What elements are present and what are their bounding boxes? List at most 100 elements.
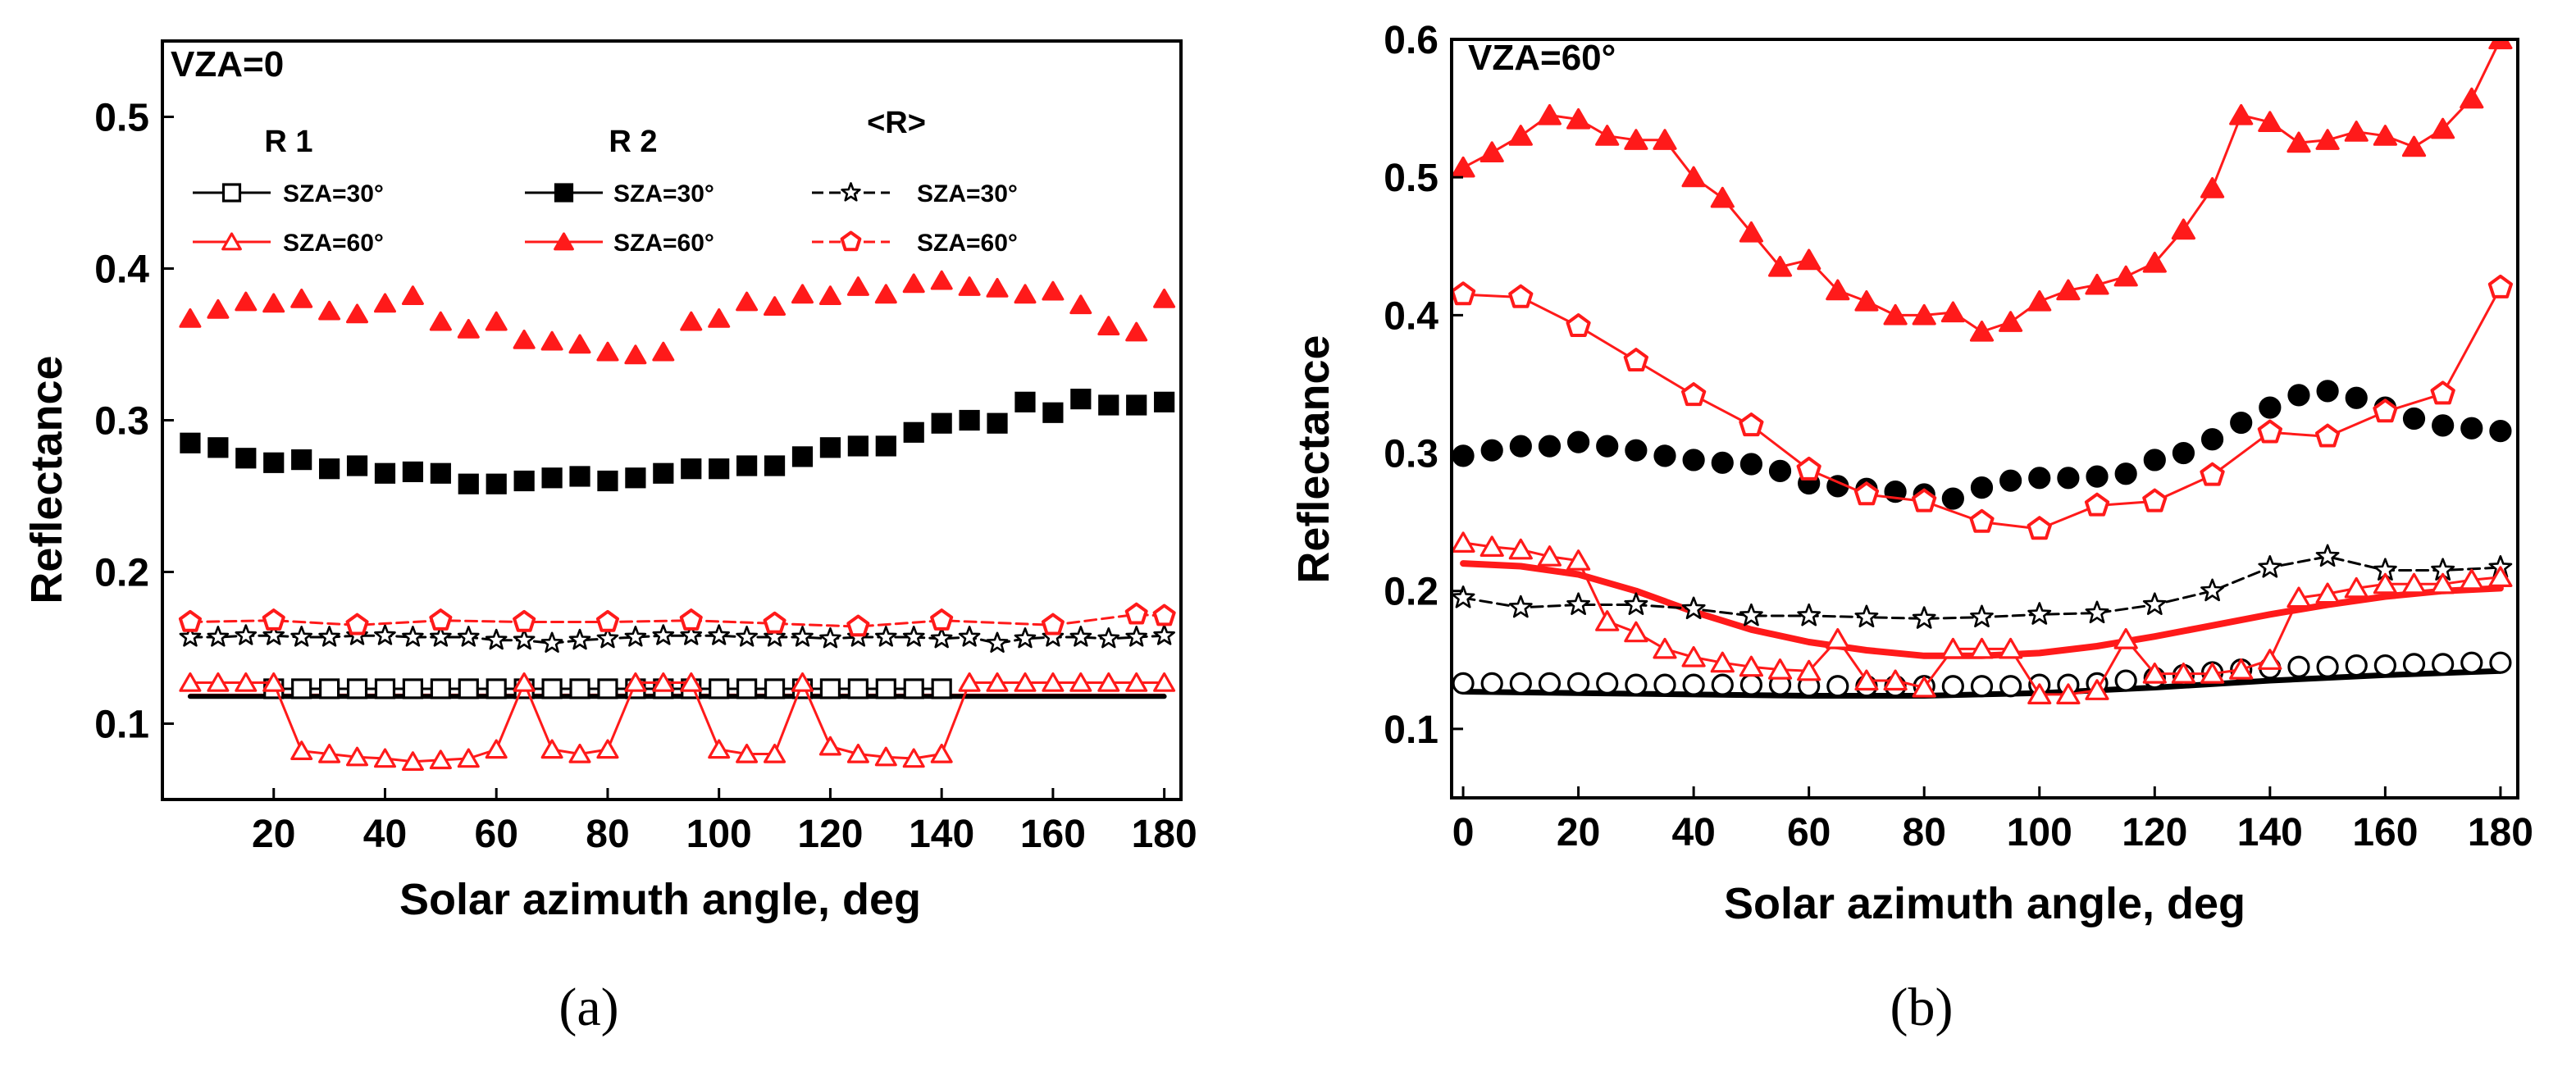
data-point [179, 672, 202, 692]
data-point [2489, 420, 2512, 443]
data-point [1566, 430, 1590, 453]
legend-label: SZA=60° [283, 230, 384, 257]
data-point [958, 672, 981, 692]
chart-a: 20 40 60 80 100 120 140 160 180 0.1 0.2 0.3 0.4 0.5 V… [22, 39, 1197, 1037]
data-point [485, 739, 508, 759]
data-point [1152, 604, 1176, 626]
data-point [1125, 321, 1148, 342]
data-point [595, 609, 619, 632]
data-point [624, 344, 647, 365]
data-point [1125, 672, 1148, 692]
data-point [262, 608, 285, 631]
data-point [1566, 592, 1590, 616]
data-point [902, 748, 925, 768]
data-point [819, 678, 841, 699]
data-point [652, 624, 675, 645]
y-tick-label: 0.5 [1384, 157, 1438, 200]
chart-a-ticks: 20 40 60 80 100 120 140 160 180 0.1 0.2 0.3 0.4 0.5 [94, 97, 1197, 857]
data-point [1480, 672, 1503, 695]
data-point [846, 614, 870, 637]
data-point [235, 672, 258, 692]
y-tick-label: 0.3 [1384, 433, 1438, 476]
chart-b-ticks: 0 20 40 60 80 100 120 140 160 180 0.1 0.2 0.3 0.4 0.5 0… [1384, 19, 2533, 854]
data-point [1452, 281, 1476, 306]
data-point [986, 631, 1009, 654]
x-tick-label: 60 [1787, 811, 1831, 854]
data-point [931, 412, 952, 434]
data-point [597, 678, 618, 699]
data-point [290, 740, 313, 761]
x-tick-label: 100 [686, 813, 752, 856]
data-point [318, 300, 341, 321]
data-point [2200, 578, 2224, 602]
data-point [1653, 637, 1677, 659]
data-point [875, 626, 897, 647]
data-point [2315, 129, 2340, 150]
legend-header: <R> [867, 106, 926, 140]
data-point [1826, 675, 1849, 698]
data-point [653, 462, 674, 484]
legend-entry: SZA=30° [525, 180, 714, 207]
data-point [457, 748, 480, 768]
data-point [1999, 637, 2023, 659]
legend-header: R 1 [264, 125, 312, 159]
data-point [1854, 604, 1879, 628]
data-point [2373, 654, 2396, 677]
data-point [2489, 651, 2512, 674]
data-point [430, 462, 451, 484]
data-point [180, 432, 201, 453]
data-point [958, 276, 981, 296]
data-point [485, 628, 508, 650]
data-point [931, 678, 952, 699]
data-point [1653, 444, 1676, 467]
x-tick-label: 0 [1452, 811, 1475, 854]
data-point [1768, 255, 1793, 277]
data-point [1538, 435, 1562, 458]
data-point [1624, 129, 1648, 150]
data-point [2114, 462, 2137, 485]
data-point [457, 626, 480, 647]
legend-header: R 2 [609, 125, 657, 159]
data-point [568, 334, 591, 354]
data-point [1739, 453, 1763, 476]
data-point [540, 739, 563, 759]
data-point [736, 626, 759, 647]
data-point [291, 678, 312, 699]
x-tick-label: 80 [1903, 811, 1946, 854]
data-point [2373, 572, 2397, 594]
data-point [2113, 627, 2138, 649]
series-sza-30-circles [1452, 651, 2512, 698]
data-point [2460, 568, 2484, 590]
data-point [486, 473, 507, 494]
x-tick-label: 100 [2007, 811, 2072, 854]
data-point [513, 470, 535, 492]
legend-entry: SZA=60° [812, 230, 1018, 257]
data-point [930, 270, 953, 290]
data-point [486, 678, 507, 699]
legend-label: SZA=30° [917, 180, 1018, 207]
data-point [763, 611, 786, 634]
data-point [1710, 186, 1735, 208]
data-point [986, 672, 1009, 692]
data-point [1768, 459, 1792, 483]
data-point [1682, 673, 1705, 696]
chart-a-xlabel: Solar azimuth angle, deg [399, 875, 921, 924]
data-point [541, 678, 563, 699]
chart-b-xlabel: Solar azimuth angle, deg [1724, 879, 2245, 928]
data-point [262, 293, 285, 313]
data-point [2460, 87, 2484, 109]
data-point [791, 672, 814, 692]
data-point [596, 739, 619, 759]
chart-a-ylabel: Reflectance [22, 355, 71, 604]
data-point [319, 458, 340, 480]
data-point [2286, 586, 2311, 608]
data-point [903, 678, 924, 699]
data-point [1070, 389, 1092, 410]
data-point [680, 311, 703, 331]
data-point [235, 291, 258, 312]
chart-a-annotation: VZA=0 [171, 44, 284, 84]
data-point [1153, 672, 1176, 692]
data-point [1625, 673, 1648, 696]
data-point [2460, 417, 2483, 440]
chart-b-plot-frame [1450, 38, 2519, 800]
